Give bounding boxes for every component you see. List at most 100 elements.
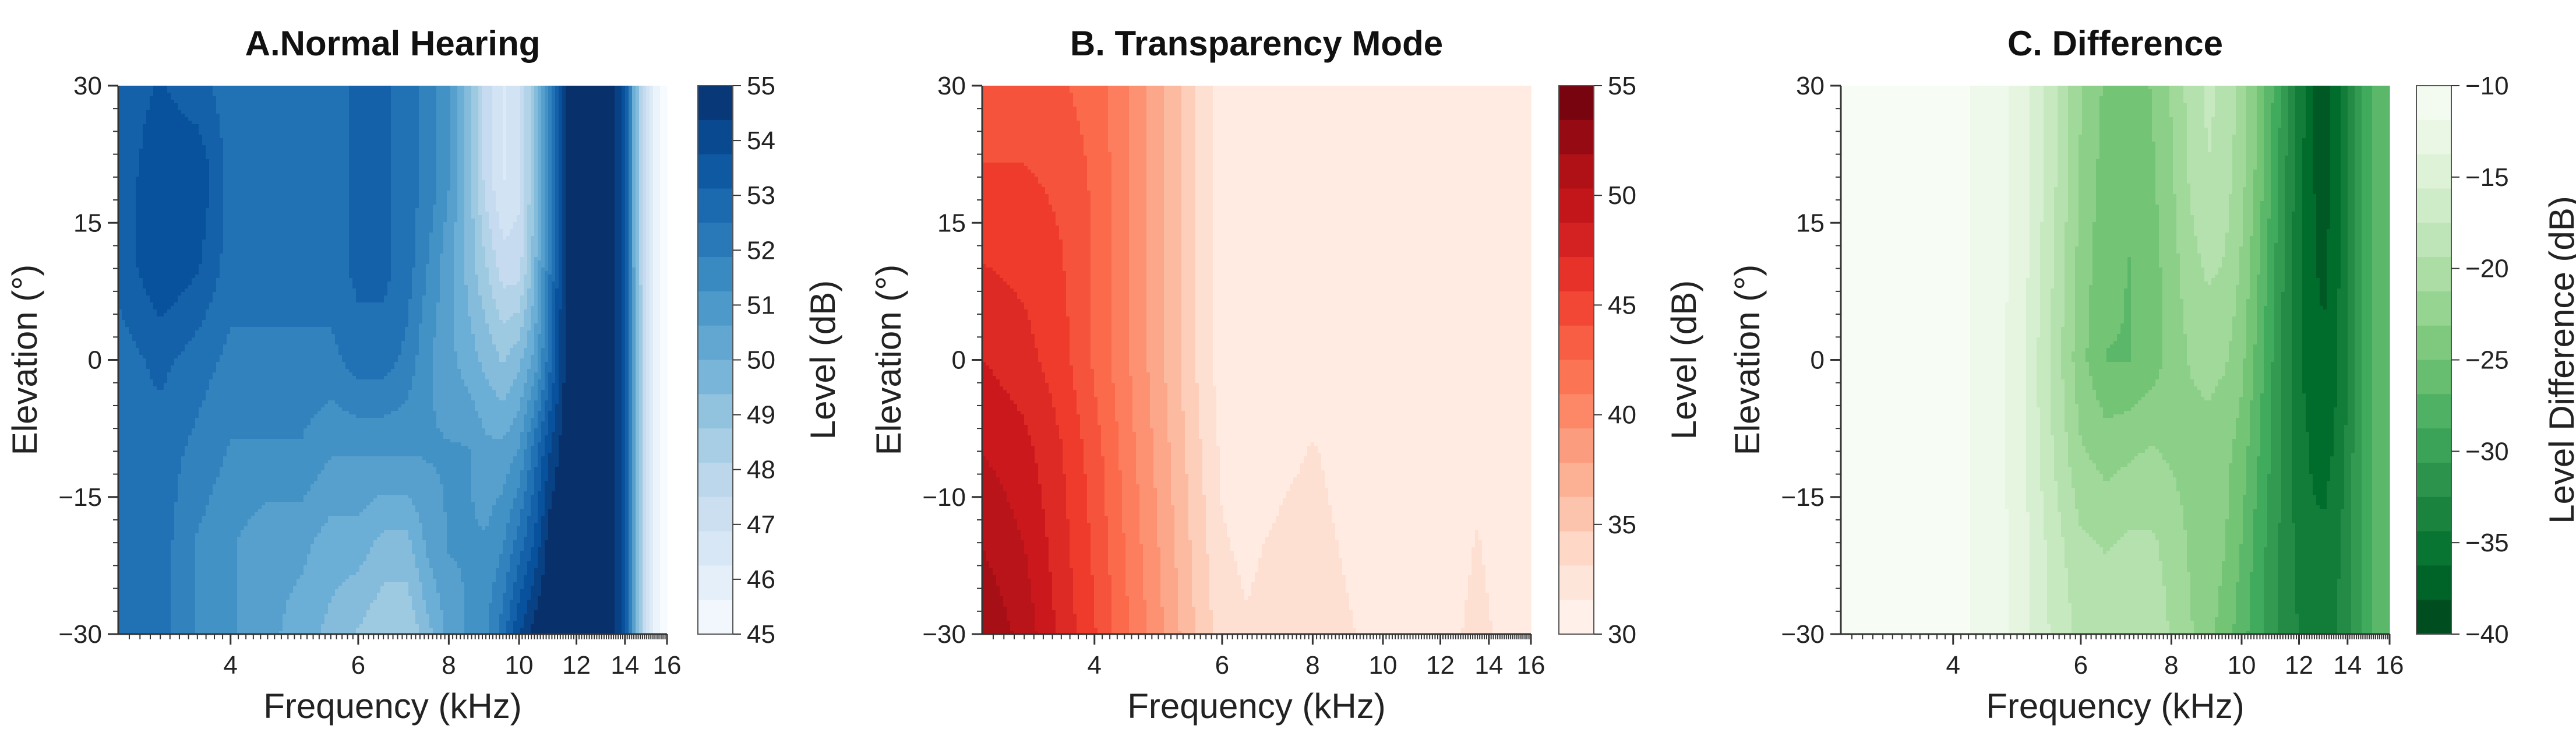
heatmap-cell — [174, 103, 178, 107]
heatmap-cell — [310, 103, 315, 107]
heatmap-cell — [401, 107, 405, 111]
heatmap-cell — [136, 117, 140, 121]
heatmap-cell — [143, 117, 147, 121]
heatmap-cell — [146, 103, 150, 107]
heatmap-cell — [569, 103, 573, 107]
heatmap-cell — [639, 86, 643, 90]
heatmap-cell — [506, 86, 510, 90]
heatmap-cell — [527, 107, 531, 111]
heatmap-cell — [129, 110, 133, 114]
heatmap-cell — [601, 110, 605, 114]
heatmap-cell — [443, 93, 447, 97]
heatmap-cell — [328, 100, 332, 104]
heatmap-cell — [534, 117, 538, 121]
heatmap-cell — [601, 93, 605, 97]
heatmap-cell — [136, 121, 140, 125]
heatmap-cell — [139, 100, 143, 104]
heatmap-cell — [531, 103, 535, 107]
heatmap-cell — [171, 110, 175, 114]
heatmap-cell — [555, 86, 559, 90]
heatmap-cell — [625, 100, 629, 104]
heatmap-cell — [552, 114, 556, 118]
heatmap-cell — [188, 117, 192, 121]
heatmap-cell — [234, 86, 238, 90]
heatmap-cell — [213, 89, 217, 93]
heatmap-cell — [401, 114, 405, 118]
heatmap-cell — [475, 110, 479, 114]
heatmap-cell — [241, 114, 245, 118]
heatmap-cell — [443, 100, 447, 104]
heatmap-cell — [471, 86, 475, 90]
heatmap-cell — [174, 89, 178, 93]
heatmap-cell — [276, 100, 280, 104]
heatmap-cell — [405, 86, 409, 90]
heatmap-cell — [352, 96, 357, 100]
heatmap-cell — [139, 117, 143, 121]
heatmap-cell — [499, 96, 503, 100]
heatmap-cell — [601, 86, 605, 90]
heatmap-cell — [503, 107, 507, 111]
heatmap-cell — [199, 117, 203, 121]
heatmap-cell — [297, 89, 301, 93]
heatmap-cell — [377, 100, 381, 104]
heatmap-cell — [387, 121, 391, 125]
heatmap-cell — [349, 89, 353, 93]
heatmap-cell — [457, 93, 461, 97]
heatmap-cell — [171, 89, 175, 93]
heatmap-cell — [195, 117, 199, 121]
heatmap-cell — [664, 114, 668, 118]
heatmap-cell — [615, 100, 619, 104]
heatmap-cell — [426, 86, 430, 90]
heatmap-cell — [328, 93, 332, 97]
heatmap-cell — [426, 103, 430, 107]
heatmap-cell — [513, 121, 517, 125]
heatmap-cell — [349, 100, 353, 104]
heatmap-cell — [566, 100, 570, 104]
heatmap-cell — [415, 100, 419, 104]
heatmap-cell — [279, 114, 283, 118]
heatmap-cell — [660, 89, 664, 93]
heatmap-cell — [272, 114, 276, 118]
heatmap-cell — [611, 93, 615, 97]
heatmap-cell — [146, 110, 150, 114]
heatmap-cell — [639, 89, 643, 93]
heatmap-cell — [227, 117, 231, 121]
heatmap-cell — [419, 96, 423, 100]
heatmap-cell — [195, 89, 199, 93]
heatmap-cell — [569, 93, 573, 97]
heatmap-cell — [178, 86, 182, 90]
heatmap-cell — [342, 96, 346, 100]
heatmap-cell — [377, 114, 381, 118]
heatmap-cell — [632, 103, 636, 107]
heatmap-cell — [387, 110, 391, 114]
heatmap-cell — [401, 86, 405, 90]
heatmap-cell — [255, 100, 259, 104]
heatmap-cell — [664, 117, 668, 121]
heatmap-cell — [139, 93, 143, 97]
heatmap-cell — [499, 86, 503, 90]
heatmap-cell — [174, 110, 178, 114]
heatmap-cell — [345, 93, 350, 97]
heatmap-cell — [664, 89, 668, 93]
heatmap-cell — [269, 103, 273, 107]
heatmap-cell — [283, 114, 287, 118]
heatmap-cell — [265, 117, 269, 121]
heatmap-cell — [125, 117, 129, 121]
heatmap-cell — [125, 110, 129, 114]
heatmap-cell — [352, 107, 357, 111]
heatmap-cell — [185, 103, 189, 107]
heatmap-cell — [429, 86, 433, 90]
heatmap-cell — [555, 121, 559, 125]
heatmap-cell — [625, 121, 629, 125]
heatmap-cell — [227, 93, 231, 97]
heatmap-cell — [310, 114, 315, 118]
heatmap-cell — [195, 86, 199, 90]
heatmap-cell — [356, 110, 360, 114]
heatmap-cell — [366, 100, 370, 104]
heatmap-cell — [251, 103, 255, 107]
heatmap-cell — [307, 86, 311, 90]
heatmap-cell — [426, 96, 430, 100]
heatmap-cell — [573, 103, 577, 107]
heatmap-cell — [202, 103, 206, 107]
heatmap-cell — [244, 121, 248, 125]
